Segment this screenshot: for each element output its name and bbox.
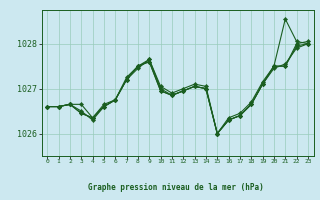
Text: Graphe pression niveau de la mer (hPa): Graphe pression niveau de la mer (hPa) [88,183,264,192]
